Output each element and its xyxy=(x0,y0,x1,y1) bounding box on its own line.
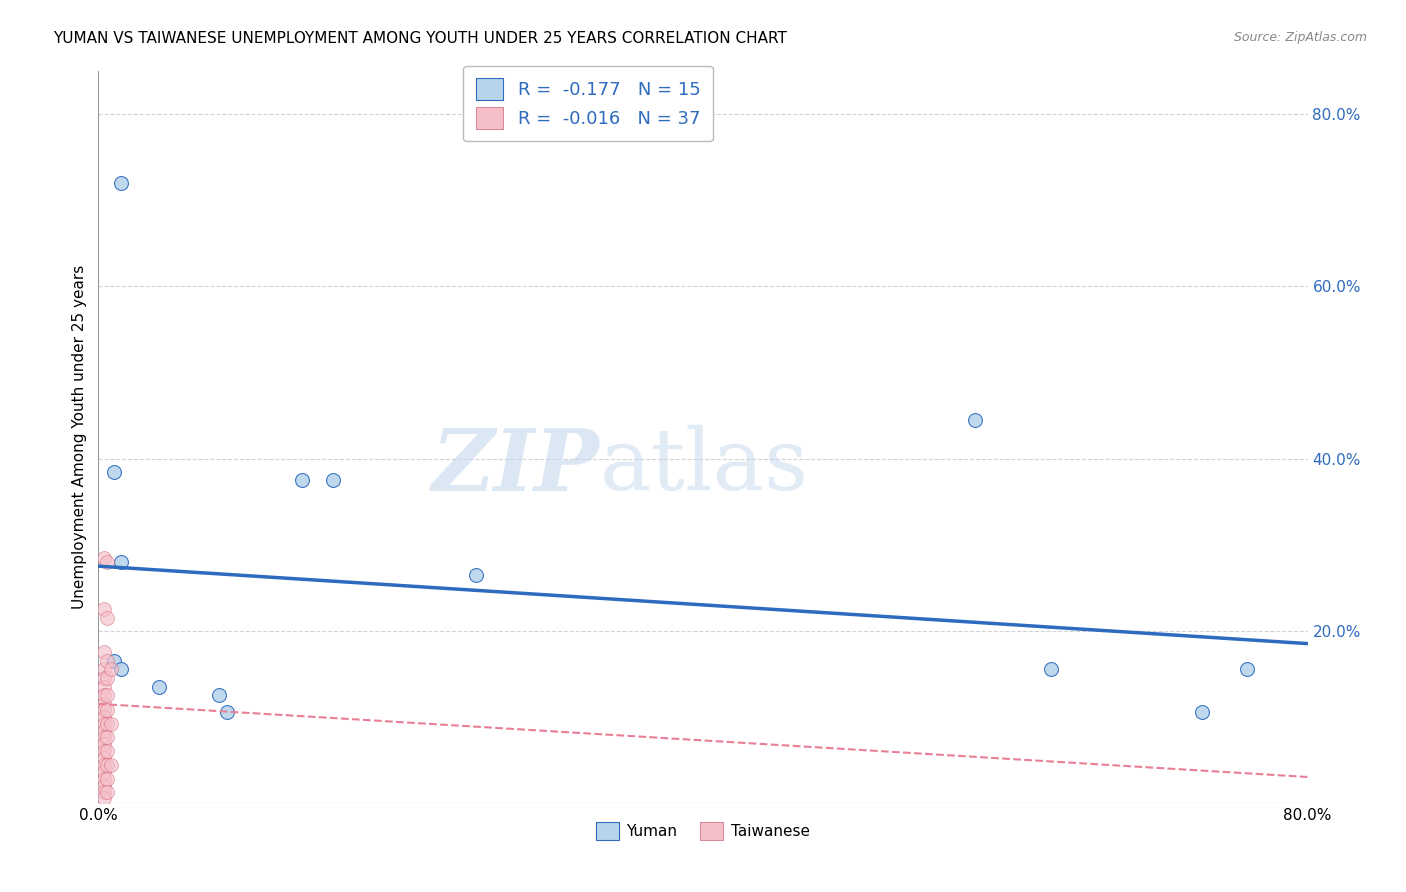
Point xyxy=(96,772,118,786)
Point xyxy=(96,555,118,569)
Point xyxy=(322,473,344,487)
Point xyxy=(965,413,987,427)
Point xyxy=(100,758,122,772)
Y-axis label: Unemployment Among Youth under 25 years: Unemployment Among Youth under 25 years xyxy=(72,265,87,609)
Point xyxy=(93,785,115,799)
Point xyxy=(93,751,115,765)
Point xyxy=(93,550,115,565)
Text: Source: ZipAtlas.com: Source: ZipAtlas.com xyxy=(1233,31,1367,45)
Point xyxy=(93,772,115,786)
Point xyxy=(96,611,118,625)
Point xyxy=(96,654,118,668)
Point xyxy=(93,723,115,738)
Point xyxy=(208,688,231,702)
Point xyxy=(93,716,115,731)
Point xyxy=(148,680,170,694)
Point xyxy=(96,731,118,745)
Point xyxy=(1039,662,1062,676)
Point xyxy=(93,688,115,702)
Point xyxy=(465,567,488,582)
Point xyxy=(96,688,118,702)
Point xyxy=(96,716,118,731)
Point xyxy=(103,654,125,668)
Point xyxy=(93,744,115,758)
Point xyxy=(93,697,115,711)
Point xyxy=(93,779,115,793)
Point xyxy=(93,645,115,659)
Point xyxy=(93,731,115,745)
Point xyxy=(93,710,115,724)
Text: atlas: atlas xyxy=(600,425,810,508)
Point xyxy=(100,716,122,731)
Point xyxy=(93,764,115,779)
Legend: Yuman, Taiwanese: Yuman, Taiwanese xyxy=(591,815,815,847)
Point xyxy=(93,703,115,717)
Point xyxy=(96,703,118,717)
Point xyxy=(1236,662,1258,676)
Point xyxy=(291,473,314,487)
Point xyxy=(93,602,115,616)
Point xyxy=(96,744,118,758)
Point xyxy=(96,758,118,772)
Point xyxy=(93,680,115,694)
Point xyxy=(103,465,125,479)
Point xyxy=(93,758,115,772)
Text: ZIP: ZIP xyxy=(433,425,600,508)
Point xyxy=(110,555,132,569)
Point xyxy=(93,671,115,685)
Text: YUMAN VS TAIWANESE UNEMPLOYMENT AMONG YOUTH UNDER 25 YEARS CORRELATION CHART: YUMAN VS TAIWANESE UNEMPLOYMENT AMONG YO… xyxy=(53,31,787,46)
Point xyxy=(93,791,115,805)
Point xyxy=(215,706,238,720)
Point xyxy=(93,737,115,751)
Point xyxy=(110,662,132,676)
Point xyxy=(93,662,115,676)
Point xyxy=(110,176,132,190)
Point xyxy=(100,662,122,676)
Point xyxy=(96,785,118,799)
Point xyxy=(96,671,118,685)
Point xyxy=(1191,706,1213,720)
